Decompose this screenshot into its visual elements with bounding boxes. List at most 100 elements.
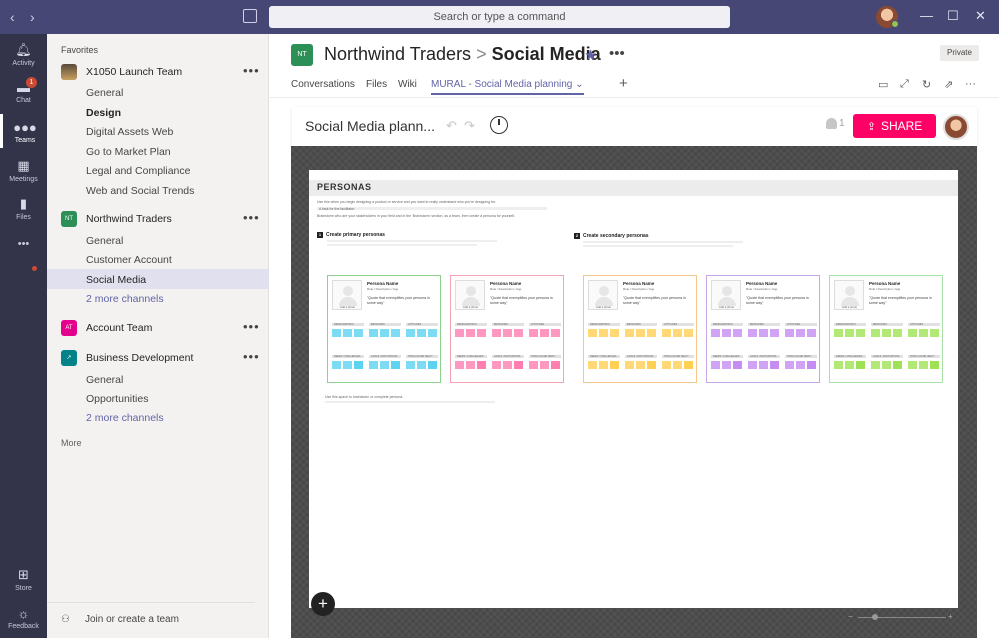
sticky-note[interactable]	[796, 329, 805, 337]
sticky-note[interactable]	[647, 329, 656, 337]
sticky-note[interactable]	[529, 329, 538, 337]
sticky-note[interactable]	[919, 361, 928, 369]
sticky-note[interactable]	[770, 361, 779, 369]
more-link[interactable]: More	[61, 438, 82, 448]
sticky-note[interactable]	[807, 361, 816, 369]
sticky-note[interactable]	[636, 361, 645, 369]
sticky-note[interactable]	[551, 329, 560, 337]
collaborator-avatar[interactable]	[943, 114, 969, 140]
team-northwind-traders[interactable]: NT Northwind Traders •••	[47, 208, 269, 230]
sticky-note[interactable]	[343, 361, 352, 369]
sticky-note[interactable]	[834, 361, 843, 369]
join-create-team-button[interactable]: ⚇ Join or create a team	[61, 614, 179, 625]
sticky-note[interactable]	[332, 329, 341, 337]
channel-customer-account[interactable]: Customer Account	[86, 254, 172, 266]
mural-canvas[interactable]: PERSONAS Use this when you begin designi…	[291, 146, 977, 638]
sticky-note[interactable]	[417, 361, 426, 369]
sticky-note[interactable]	[466, 361, 475, 369]
rail-teams[interactable]: ●●● Teams	[0, 114, 47, 148]
persona-photo-placeholder[interactable]	[332, 280, 362, 310]
sticky-note[interactable]	[722, 361, 731, 369]
team-x1050-launch-team[interactable]: X1050 Launch Team •••	[47, 61, 269, 83]
channel-general[interactable]: General	[86, 374, 124, 386]
close-icon[interactable]: ✕	[975, 8, 986, 23]
sticky-note[interactable]	[785, 361, 794, 369]
sticky-note[interactable]	[514, 329, 523, 337]
sticky-note[interactable]	[625, 329, 634, 337]
more-channels-link[interactable]: 2 more channels	[86, 412, 164, 424]
timer-icon[interactable]	[490, 116, 508, 134]
sticky-note[interactable]	[610, 361, 619, 369]
sticky-note[interactable]	[332, 361, 341, 369]
forward-arrow-icon[interactable]: ›	[30, 9, 35, 25]
tab-mural[interactable]: MURAL - Social Media planning ⌄	[431, 79, 584, 95]
sticky-note[interactable]	[477, 329, 486, 337]
add-tab-button[interactable]: +	[619, 75, 628, 92]
tab-more-icon[interactable]: ···	[965, 78, 976, 90]
sticky-note[interactable]	[343, 329, 352, 337]
rail-meetings[interactable]: ▦ Meetings	[0, 158, 47, 183]
sticky-note[interactable]	[662, 361, 671, 369]
persona-card[interactable]: Add a photo Persona Name Role / Descriptio…	[706, 275, 820, 383]
favorite-star-icon[interactable]: ★	[584, 47, 598, 64]
sticky-note[interactable]	[856, 361, 865, 369]
rail-chat[interactable]: ▬ 1 Chat	[0, 77, 47, 104]
persona-card[interactable]: Add a photo Persona Name Role / Descriptio…	[450, 275, 564, 383]
channel-social-media[interactable]: Social Media	[86, 274, 147, 286]
channel-web-and-social-trends[interactable]: Web and Social Trends	[86, 185, 195, 197]
open-external-icon[interactable]: ⇗	[944, 79, 954, 91]
channel-general[interactable]: General	[86, 87, 124, 99]
add-content-button[interactable]: +	[311, 592, 335, 616]
sticky-note[interactable]	[466, 329, 475, 337]
sticky-note[interactable]	[529, 361, 538, 369]
sticky-note[interactable]	[722, 329, 731, 337]
sticky-note[interactable]	[930, 361, 939, 369]
rail-files[interactable]: ▮ Files	[0, 196, 47, 221]
sticky-note[interactable]	[477, 361, 486, 369]
sticky-note[interactable]	[391, 329, 400, 337]
persona-photo-placeholder[interactable]	[834, 280, 864, 310]
compose-icon[interactable]	[243, 9, 257, 23]
sticky-note[interactable]	[893, 329, 902, 337]
tab-files[interactable]: Files	[366, 79, 388, 90]
sticky-note[interactable]	[834, 329, 843, 337]
sticky-note[interactable]	[856, 329, 865, 337]
breadcrumb-team[interactable]: Northwind Traders	[324, 44, 472, 64]
channel-go-to-market-plan[interactable]: Go to Market Plan	[86, 146, 171, 158]
sticky-note[interactable]	[871, 329, 880, 337]
refresh-icon[interactable]: ↻	[922, 79, 932, 91]
conversation-icon[interactable]: ▭	[878, 79, 889, 91]
sticky-note[interactable]	[354, 361, 363, 369]
sticky-note[interactable]	[588, 361, 597, 369]
sticky-note[interactable]	[625, 361, 634, 369]
sticky-note[interactable]	[796, 361, 805, 369]
sticky-note[interactable]	[406, 329, 415, 337]
persona-card[interactable]: Add a photo Persona Name Role / Descriptio…	[829, 275, 943, 383]
team-more-icon[interactable]: •••	[243, 63, 260, 78]
sticky-note[interactable]	[492, 329, 501, 337]
mural-title[interactable]: Social Media plann...	[305, 118, 435, 134]
persona-photo-placeholder[interactable]	[588, 280, 618, 310]
sticky-note[interactable]	[417, 329, 426, 337]
sticky-note[interactable]	[807, 329, 816, 337]
sticky-note[interactable]	[711, 329, 720, 337]
sticky-note[interactable]	[919, 329, 928, 337]
team-account-team[interactable]: AT Account Team •••	[47, 317, 269, 339]
persona-card[interactable]: Add a photo Persona Name Role / Descriptio…	[327, 275, 441, 383]
persona-card[interactable]: Add a photo Persona Name Role / Descriptio…	[583, 275, 697, 383]
sticky-note[interactable]	[354, 329, 363, 337]
zoom-out-icon[interactable]: −	[848, 612, 853, 621]
sticky-note[interactable]	[733, 329, 742, 337]
undo-icon[interactable]: ↶	[446, 118, 457, 133]
team-more-icon[interactable]: •••	[243, 349, 260, 364]
sticky-note[interactable]	[588, 329, 597, 337]
sticky-note[interactable]	[733, 361, 742, 369]
sticky-note[interactable]	[610, 329, 619, 337]
share-button[interactable]: ⇪ SHARE	[853, 114, 936, 138]
sticky-note[interactable]	[845, 329, 854, 337]
channel-legal-and-compliance[interactable]: Legal and Compliance	[86, 165, 191, 177]
sticky-note[interactable]	[882, 361, 891, 369]
sticky-note[interactable]	[908, 329, 917, 337]
sticky-note[interactable]	[785, 329, 794, 337]
sticky-note[interactable]	[503, 361, 512, 369]
